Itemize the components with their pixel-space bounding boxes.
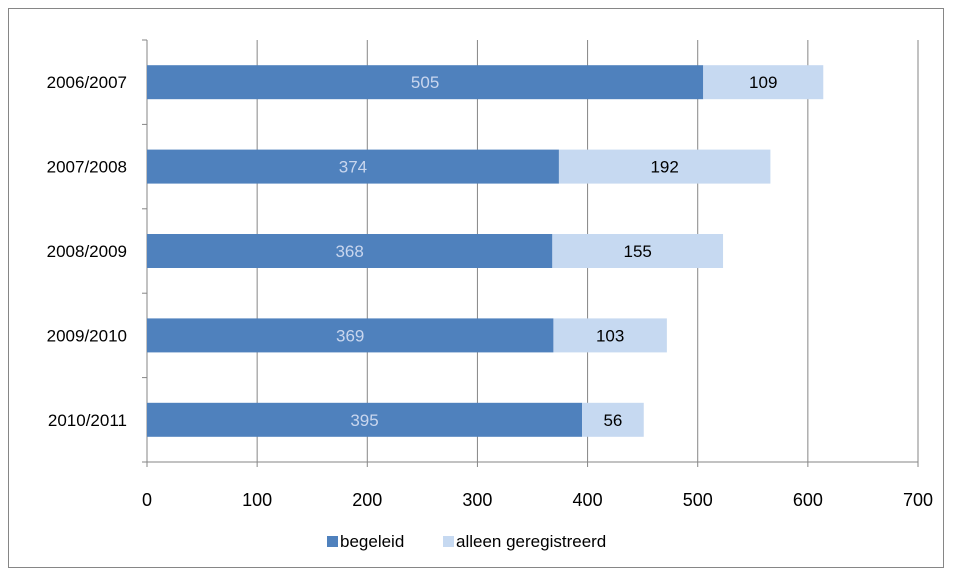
data-label: 369 [336,326,364,345]
bar-begeleid [147,402,583,437]
legend-label: alleen geregistreerd [456,532,606,551]
bar-alleen-geregistreerd [552,234,724,268]
legend-label: begeleid [340,532,404,551]
data-label: 56 [603,411,622,430]
chart-frame [8,8,944,568]
category-label: 2009/2010 [47,326,127,345]
category-label: 2007/2008 [47,158,127,177]
x-tick-label: 200 [352,490,382,510]
category-label: 2010/2011 [48,411,127,430]
x-tick-label: 300 [462,490,492,510]
data-label: 155 [623,242,651,261]
x-tick-label: 700 [903,490,933,510]
category-label: 2008/2009 [47,242,127,261]
bar-begeleid [147,149,559,184]
bar-alleen-geregistreerd [553,318,667,353]
bar-begeleid [147,65,704,100]
x-tick-label: 600 [793,490,823,510]
x-tick-label: 500 [683,490,713,510]
x-tick-label: 100 [242,490,272,510]
category-label: 2006/2007 [47,73,127,92]
bar-alleen-geregistreerd [582,402,644,437]
x-tick-label: 0 [142,490,152,510]
legend-swatch-begeleid [327,536,338,547]
data-label: 374 [339,158,367,177]
data-label: 103 [596,326,624,345]
bar-begeleid [147,234,553,268]
data-label: 109 [749,73,777,92]
legend-swatch-alleen-geregistreerd [443,536,454,547]
data-label: 395 [350,411,378,430]
data-label: 505 [411,73,439,92]
x-tick-label: 400 [573,490,603,510]
bar-alleen-geregistreerd [703,65,824,100]
bar-alleen-geregistreerd [558,149,771,184]
data-label: 368 [335,242,363,261]
bar-begeleid [147,318,554,353]
data-label: 192 [650,158,678,177]
